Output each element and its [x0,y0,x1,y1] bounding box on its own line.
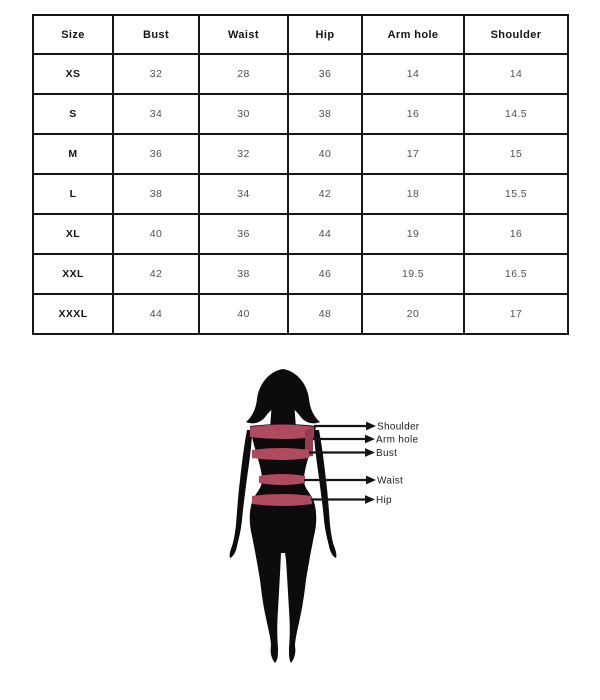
column-header-waist: Waist [198,14,289,55]
measurement-value-cell: 19 [361,213,465,255]
size-table-body: XS 32 28 36 14 14 S 34 30 38 16 14.5 M 36 32 40 17 15 L 38 3… [32,53,569,335]
measurement-value-cell: 36 [287,53,363,95]
table-row: M 36 32 40 17 15 [32,133,569,175]
arrow-head-icon [365,495,375,504]
measurement-value-cell: 44 [287,213,363,255]
arrow-head-icon [366,421,376,431]
column-header-armhole: Arm hole [361,14,465,55]
measurement-value-cell: 14.5 [463,93,569,135]
figure-label-shoulder: Shoulder [377,422,420,433]
measurement-value-cell: 32 [112,53,200,95]
hip-band [252,494,312,506]
measurement-value-cell: 15.5 [463,173,569,215]
column-header-bust: Bust [112,14,200,55]
measurement-figure: Shoulder Arm hole Bust Waist Hip [0,355,600,700]
table-row: XS 32 28 36 14 14 [32,53,569,95]
size-chart-table: Size Bust Waist Hip Arm hole Shoulder XS… [32,14,569,335]
measurement-value-cell: 19.5 [361,253,465,295]
arrow-head-icon [365,434,375,444]
measurement-value-cell: 18 [361,173,465,215]
size-label-cell: L [32,173,114,215]
measurement-value-cell: 34 [112,93,200,135]
measurement-value-cell: 36 [112,133,200,175]
arrow-head-icon [365,448,375,457]
table-row: L 38 34 42 18 15.5 [32,173,569,215]
head-silhouette [246,369,320,424]
figure-label-hip: Hip [376,495,392,506]
measurement-arrow-bust: Bust [309,448,397,459]
measurement-value-cell: 15 [463,133,569,175]
header-row: Size Bust Waist Hip Arm hole Shoulder [32,14,569,55]
column-header-size: Size [32,14,114,55]
table-header: Size Bust Waist Hip Arm hole Shoulder [32,14,569,55]
size-label-cell: XXL [32,253,114,295]
figure-label-waist: Waist [377,476,403,487]
measurement-arrow-shoulder: Shoulder [314,421,420,433]
measurement-value-cell: 36 [198,213,289,255]
measurement-arrow-hip: Hip [311,495,392,506]
arrow-head-icon [366,475,376,485]
measurement-value-cell: 34 [198,173,289,215]
table-row: XXXL 44 40 48 20 17 [32,293,569,335]
neck-silhouette [270,402,296,428]
measurement-value-cell: 16 [361,93,465,135]
measurement-value-cell: 32 [198,133,289,175]
table-row: XXL 42 38 46 19.5 16.5 [32,253,569,295]
measurement-value-cell: 17 [361,133,465,175]
measurement-value-cell: 42 [287,173,363,215]
table-row: XL 40 36 44 19 16 [32,213,569,255]
measurement-value-cell: 44 [112,293,200,335]
measurement-value-cell: 46 [287,253,363,295]
measurement-value-cell: 28 [198,53,289,95]
measurement-value-cell: 30 [198,93,289,135]
left-arm-silhouette [229,430,252,558]
figure-label-armhole: Arm hole [376,435,419,446]
measurement-value-cell: 38 [287,93,363,135]
measurement-value-cell: 14 [463,53,569,95]
measurement-value-cell: 16 [463,213,569,255]
measurement-value-cell: 14 [361,53,465,95]
measurement-value-cell: 17 [463,293,569,335]
figure-label-bust: Bust [376,448,397,459]
measurement-value-cell: 40 [112,213,200,255]
measurement-value-cell: 16.5 [463,253,569,295]
column-header-shoulder: Shoulder [463,14,569,55]
measurement-arrow-waist: Waist [304,476,403,487]
measurement-value-cell: 48 [287,293,363,335]
column-header-hip: Hip [287,14,363,55]
bust-band [252,448,309,460]
measurement-arrow-armhole: Arm hole [313,434,419,446]
shoulder-band [250,424,314,439]
size-label-cell: M [32,133,114,175]
right-arm-silhouette [314,430,337,558]
measurement-value-cell: 38 [112,173,200,215]
measurement-value-cell: 20 [361,293,465,335]
measurement-value-cell: 40 [198,293,289,335]
size-label-cell: S [32,93,114,135]
table-row: S 34 30 38 16 14.5 [32,93,569,135]
measurement-value-cell: 40 [287,133,363,175]
measurement-value-cell: 38 [198,253,289,295]
size-label-cell: XL [32,213,114,255]
measurement-value-cell: 42 [112,253,200,295]
waist-band [259,474,305,485]
size-label-cell: XXXL [32,293,114,335]
size-label-cell: XS [32,53,114,95]
